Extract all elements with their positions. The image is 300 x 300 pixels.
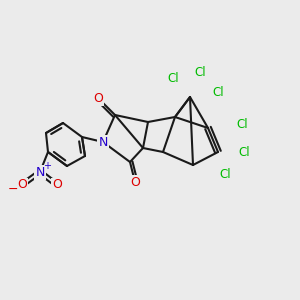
Text: −: − [8,182,18,196]
Text: Cl: Cl [238,146,250,158]
Text: O: O [93,92,103,104]
Text: N: N [98,136,108,148]
Text: +: + [43,161,51,171]
Text: Cl: Cl [194,65,206,79]
Text: O: O [17,178,27,191]
Text: O: O [130,176,140,188]
Text: Cl: Cl [167,71,179,85]
Text: Cl: Cl [236,118,248,131]
Text: N: N [35,166,45,178]
Text: Cl: Cl [219,169,231,182]
Text: Cl: Cl [212,85,224,98]
Text: O: O [52,178,62,191]
